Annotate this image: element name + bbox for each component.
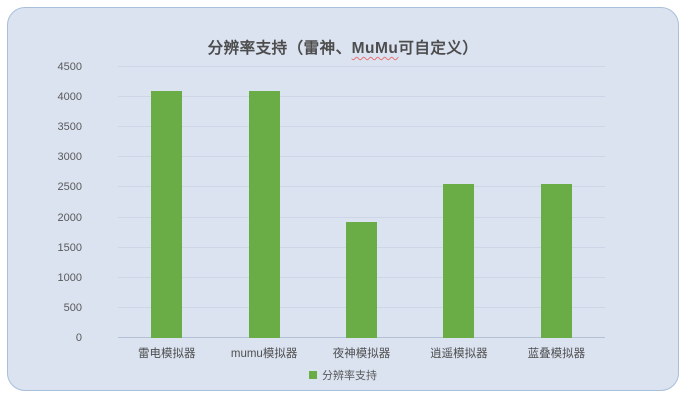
bar-蓝叠模拟器 [540, 183, 572, 338]
bar-雷电模拟器 [151, 91, 183, 338]
x-axis-labels: 雷电模拟器 mumu模拟器 夜神模拟器 逍遥模拟器 蓝叠模拟器 [118, 345, 605, 361]
gridline-3000 [118, 156, 605, 158]
y-tick-label: 2500 [57, 181, 82, 194]
y-tick-label: 2000 [57, 211, 82, 224]
chart-card: 分辨率支持（雷神、MuMu可自定义） 0 500 1000 1500 2000 2500 3… [7, 7, 679, 391]
y-tick-label: 1000 [57, 271, 82, 284]
gridline-4000 [118, 96, 605, 98]
x-category-label: 夜神模拟器 [332, 348, 391, 360]
x-category-label: 逍遥模拟器 [430, 348, 488, 360]
x-category-label: 蓝叠模拟器 [527, 348, 586, 360]
y-tick-label: 3500 [57, 121, 82, 134]
legend-marker-icon [309, 371, 317, 379]
x-category-label: mumu模拟器 [230, 348, 298, 360]
y-axis-labels: 0 500 1000 1500 2000 2500 3000 3500 4000 4500 [22, 61, 82, 344]
chart-title-post: 可自定义） [398, 40, 479, 57]
bar-夜神模拟器 [346, 222, 377, 338]
chart-title: 分辨率支持（雷神、MuMu可自定义） [8, 36, 678, 58]
x-category-label: 雷电模拟器 [137, 348, 196, 360]
gridline-2000 [118, 216, 605, 218]
bar-mumu模拟器 [248, 91, 280, 338]
gridline-3500 [118, 126, 605, 128]
y-tick-label: 0 [75, 332, 82, 344]
chart-title-pre: 分辨率支持（雷神、 [207, 40, 352, 57]
gridline-4500 [118, 66, 605, 67]
chart-title-mumu-spellcheck: MuMu [351, 40, 399, 57]
plot-area [118, 66, 605, 338]
legend: 分辨率支持 [8, 367, 678, 383]
y-tick-label: 4500 [57, 61, 82, 73]
y-tick-label: 500 [63, 301, 82, 314]
legend-label: 分辨率支持 [322, 370, 377, 382]
y-tick-label: 1500 [57, 241, 82, 254]
gridline-2500 [118, 186, 605, 188]
bar-逍遥模拟器 [443, 183, 475, 338]
y-tick-label: 4000 [57, 91, 82, 104]
y-tick-label: 3000 [57, 151, 82, 164]
